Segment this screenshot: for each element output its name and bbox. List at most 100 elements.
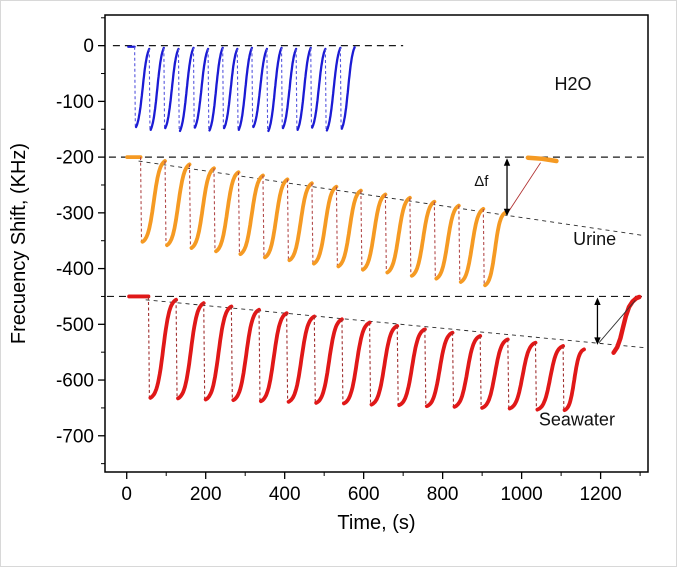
urine-drift-line [138,160,645,237]
drop-line [266,48,269,131]
drop-line [311,183,314,264]
drop-line [147,296,150,398]
y-tick-label: -500 [56,315,94,336]
label-seawater: Seawater [539,410,615,430]
recovery-curve [535,344,565,412]
drop-line [148,48,151,130]
drop-line [258,309,261,402]
recovery-curve [483,210,507,288]
recovery-curve [231,307,261,403]
recovery-curve [287,181,314,263]
recovery-curve [193,47,210,129]
drop-line [230,306,233,401]
drop-line [409,197,412,276]
recovery-curve [238,173,265,257]
arrowhead-down [594,337,601,345]
drop-line [280,47,283,129]
drop-line [339,47,342,129]
drop-line [369,322,372,405]
recovery-curve [140,159,167,244]
y-tick-label: -300 [56,203,94,224]
recovery-curve [397,327,427,408]
drop-line [507,339,510,409]
recovery-curve [134,47,151,129]
x-tick-label: 1200 [579,484,621,505]
recovery-curve [208,46,224,132]
label-delta-f: Δf [474,173,489,190]
drop-line [222,47,224,129]
drop-line [534,342,537,410]
drop-line [424,329,427,407]
recovery-curve [214,170,241,254]
recovery-curve [480,337,510,410]
drop-line [310,47,313,128]
y-tick-label: 0 [83,36,94,57]
drop-line [295,48,298,130]
drop-line [384,194,387,273]
y-axis-title: Frecuency Shift, (KHz) [8,143,30,344]
recovery-curve [385,195,412,275]
drop-line [286,313,289,402]
recovery-curve [409,199,437,278]
recovery-curve [336,188,363,269]
recovery-curve [341,320,372,406]
recovery-curve [340,46,356,130]
recovery-curve [311,47,327,129]
axes: 0 200 400 600 800 1000 1200 0 -100 -200 -300 -400 -5… [56,17,641,505]
urine-recovered-segment [525,155,559,164]
recovery-curve [434,203,461,281]
recovery-curve [258,311,289,404]
drop-line [262,175,265,258]
x-tick-label: 800 [427,484,459,505]
drop-line [458,205,461,282]
recovery-curve [148,297,179,400]
series-seawater [127,294,586,413]
drop-line [207,48,210,131]
drop-line [237,172,241,255]
y-tick-label: -700 [56,426,94,447]
recovery-curve [165,162,192,248]
x-tick-label: 200 [190,484,222,505]
recovery-curve [164,47,180,130]
drop-line [396,325,399,406]
recovery-curve [203,304,234,402]
drop-line [335,186,338,267]
drop-line [251,47,254,128]
recovery-curve [507,340,538,411]
drop-line [482,208,485,286]
arrowhead-down [503,208,511,217]
drop-line [177,48,180,131]
recovery-curve [237,46,254,131]
recovery-curve [189,166,216,250]
drop-line [324,48,327,131]
label-h2o: H2O [554,74,591,94]
drop-line [134,46,136,128]
recovery-curve [252,47,269,129]
arrowhead-up [594,297,601,306]
recovery-curve [296,46,312,131]
recovery-curve [222,47,239,130]
y-tick-label: -200 [56,148,94,169]
drop-line [451,332,455,407]
y-tick-label: -600 [56,371,94,392]
recovery-curve [424,330,455,409]
drop-line [236,48,239,130]
drop-line [313,316,316,403]
recovery-curve [286,314,317,404]
recovery-curve [562,347,586,413]
arrowhead-up [503,158,511,166]
recovery-curve [325,46,342,132]
recovery-curve [311,184,339,266]
drop-line [213,168,216,252]
recovery-curve [262,177,290,260]
drop-line [192,47,195,128]
drop-line [163,47,166,129]
series-urine [125,155,507,288]
seawater-recovered-segment [611,294,642,355]
drop-line [286,179,289,261]
recovery-curve [360,192,388,272]
delta-f-arrow-seawater [594,297,601,345]
drop-line [360,190,363,270]
